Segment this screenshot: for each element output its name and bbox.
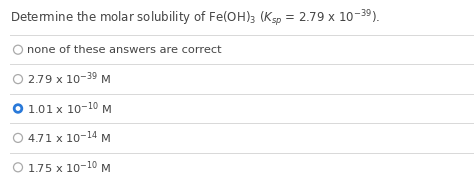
- Text: 2.79 x 10$^{-39}$ M: 2.79 x 10$^{-39}$ M: [27, 71, 112, 87]
- Text: 1.75 x 10$^{-10}$ M: 1.75 x 10$^{-10}$ M: [27, 159, 112, 176]
- Text: none of these answers are correct: none of these answers are correct: [27, 45, 222, 55]
- Text: 1.01 x 10$^{-10}$ M: 1.01 x 10$^{-10}$ M: [27, 100, 113, 117]
- Circle shape: [16, 107, 20, 110]
- Circle shape: [13, 104, 22, 113]
- Text: 4.71 x 10$^{-14}$ M: 4.71 x 10$^{-14}$ M: [27, 130, 112, 146]
- Text: Determine the molar solubility of Fe(OH)$_3$ ($K_{sp}$ = 2.79 x 10$^{-39}$).: Determine the molar solubility of Fe(OH)…: [10, 8, 380, 29]
